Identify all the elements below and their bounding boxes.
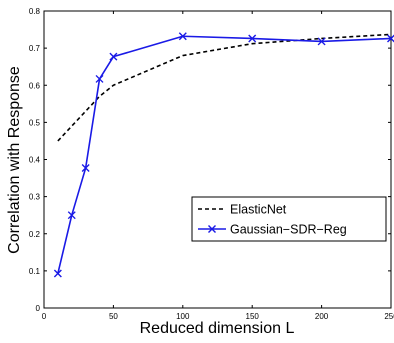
y-axis-label: Correlation with Response xyxy=(6,66,23,254)
x-axis-label: Reduced dimension L xyxy=(140,320,295,337)
legend-label-gaussian-sdr-reg: Gaussian−SDR−Reg xyxy=(230,223,347,237)
y-tick-label: 0.3 xyxy=(29,193,41,202)
y-tick-label: 0.1 xyxy=(29,267,41,276)
x-tick-label: 0 xyxy=(42,312,47,321)
y-tick-label: 0 xyxy=(36,304,41,313)
y-tick-label: 0.4 xyxy=(29,156,41,165)
y-tick-label: 0.8 xyxy=(29,7,41,16)
legend-label-elasticnet: ElasticNet xyxy=(230,203,287,217)
y-tick-label: 0.7 xyxy=(29,44,41,53)
y-tick-label: 0.2 xyxy=(29,230,41,239)
x-tick-label: 50 xyxy=(109,312,118,321)
x-tick-label: 250 xyxy=(384,312,394,321)
legend: ElasticNet Gaussian−SDR−Reg xyxy=(192,197,386,241)
plot-frame xyxy=(44,11,391,308)
y-tick-label: 0.6 xyxy=(29,81,41,90)
y-tick-label: 0.5 xyxy=(29,118,41,127)
x-tick-label: 200 xyxy=(315,312,329,321)
